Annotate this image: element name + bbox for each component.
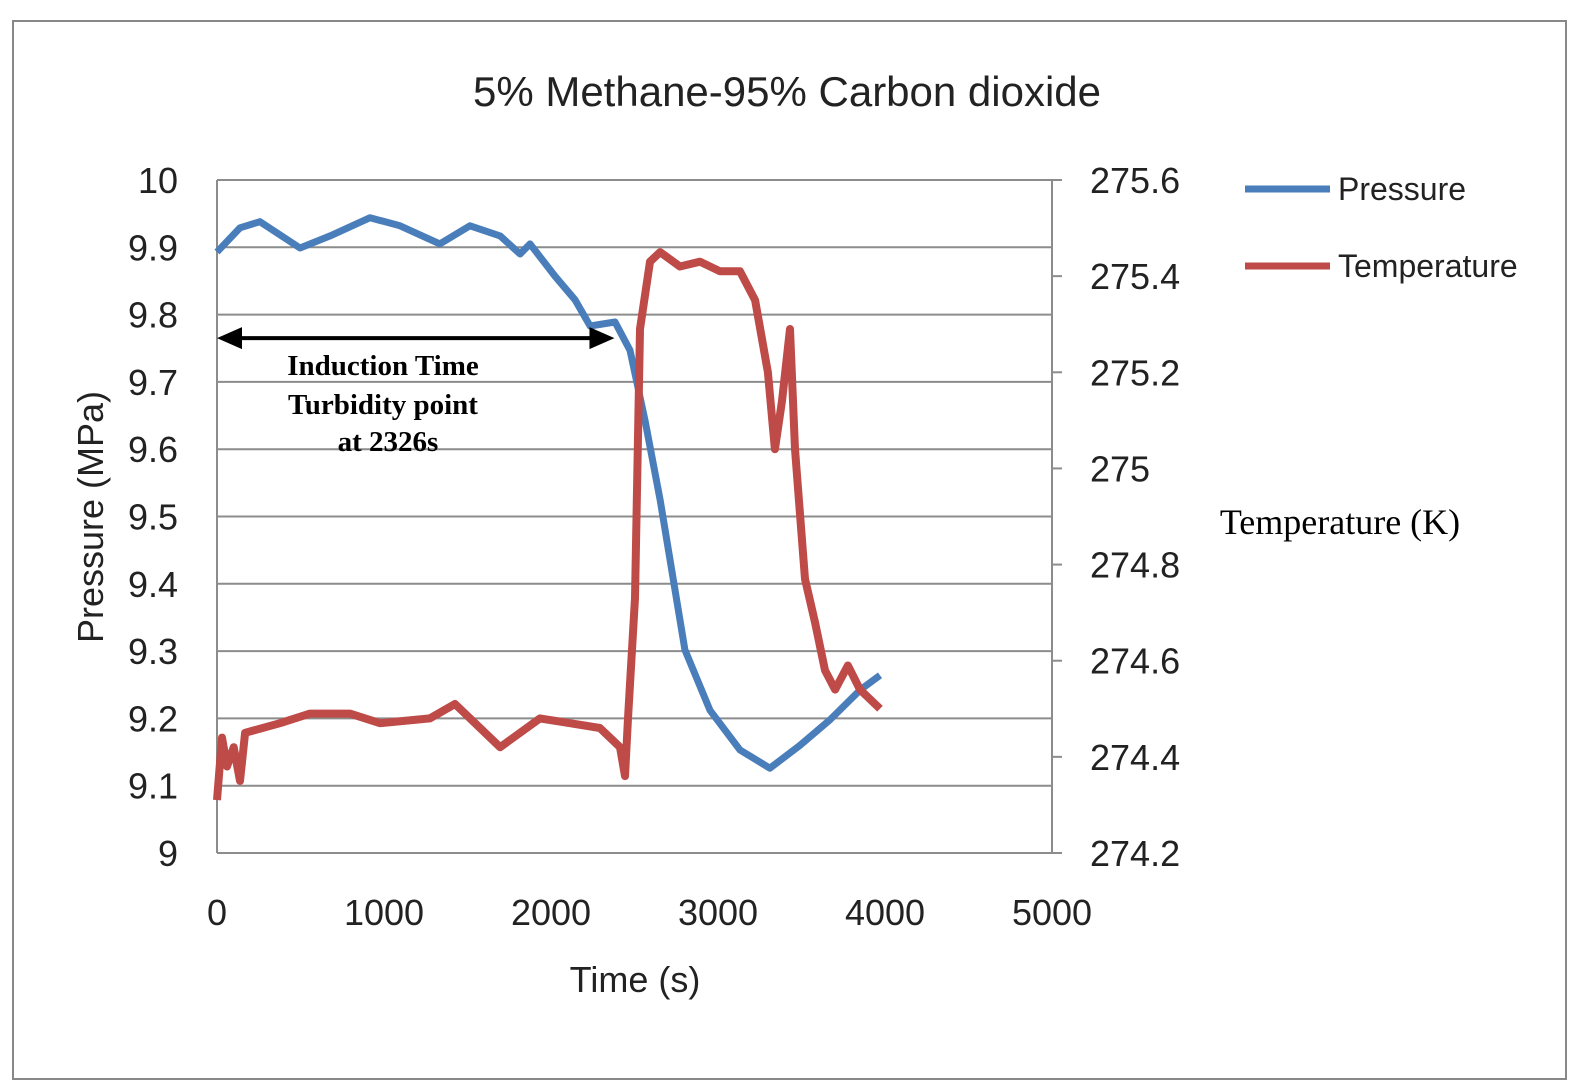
legend-label-pressure: Pressure bbox=[1338, 171, 1466, 207]
y-tick-label: 9.9 bbox=[128, 227, 178, 268]
y2-tick-label: 274.2 bbox=[1090, 833, 1180, 874]
y-tick-label: 9.7 bbox=[128, 362, 178, 403]
y-tick-label: 10 bbox=[138, 160, 178, 201]
x-tick-label: 0 bbox=[207, 892, 227, 933]
legend-label-temperature: Temperature bbox=[1338, 248, 1518, 284]
series-lines bbox=[213, 214, 883, 801]
legend: Pressure Temperature bbox=[1245, 171, 1518, 284]
series-line-pressure bbox=[214, 214, 883, 772]
y2-tick-label: 274.6 bbox=[1090, 641, 1180, 682]
series-line-temperature bbox=[213, 248, 883, 801]
arrowhead-right-icon bbox=[589, 327, 615, 350]
y2-tick-label: 275 bbox=[1090, 448, 1150, 489]
y2-tick-label: 275.4 bbox=[1090, 256, 1180, 297]
y-tick-label: 9 bbox=[158, 833, 178, 874]
gridlines bbox=[216, 179, 1062, 854]
chart: 9 9.1 9.2 9.3 9.4 9.5 9.6 9.7 9.8 9.9 10 274.2 274.4… bbox=[70, 68, 1518, 1000]
y2-axis-label: Temperature (K) bbox=[1220, 502, 1460, 542]
annotation-line-2: Turbidity point bbox=[288, 389, 478, 421]
x-tick-label: 3000 bbox=[678, 892, 758, 933]
y-tick-label: 9.8 bbox=[128, 295, 178, 336]
x-tick-label: 5000 bbox=[1012, 892, 1092, 933]
y-tick-label: 9.2 bbox=[128, 698, 178, 739]
x-tick-label: 2000 bbox=[511, 892, 591, 933]
tick-labels: 9 9.1 9.2 9.3 9.4 9.5 9.6 9.7 9.8 9.9 10 274.2 274.4… bbox=[128, 160, 1180, 933]
chart-title: 5% Methane-95% Carbon dioxide bbox=[473, 68, 1101, 115]
y2-tick-label: 274.4 bbox=[1090, 737, 1180, 778]
y-tick-label: 9.5 bbox=[128, 497, 178, 538]
induction-time-annotation: Induction Time Turbidity point at 2326s bbox=[217, 327, 615, 458]
y2-tick-label: 275.2 bbox=[1090, 352, 1180, 393]
y-tick-label: 9.4 bbox=[128, 564, 178, 605]
y-tick-label: 9.1 bbox=[128, 766, 178, 807]
y2-tick-label: 274.8 bbox=[1090, 545, 1180, 586]
x-axis-label: Time (s) bbox=[570, 959, 701, 1000]
arrowhead-left-icon bbox=[217, 327, 242, 350]
annotation-line-1: Induction Time bbox=[287, 350, 479, 382]
y-tick-label: 9.3 bbox=[128, 631, 178, 672]
y2-tick-label: 275.6 bbox=[1090, 160, 1180, 201]
x-tick-label: 1000 bbox=[344, 892, 424, 933]
y-tick-label: 9.6 bbox=[128, 429, 178, 470]
x-tick-label: 4000 bbox=[845, 892, 925, 933]
y-axis-label: Pressure (MPa) bbox=[70, 391, 111, 643]
annotation-line-3: at 2326s bbox=[338, 426, 439, 458]
